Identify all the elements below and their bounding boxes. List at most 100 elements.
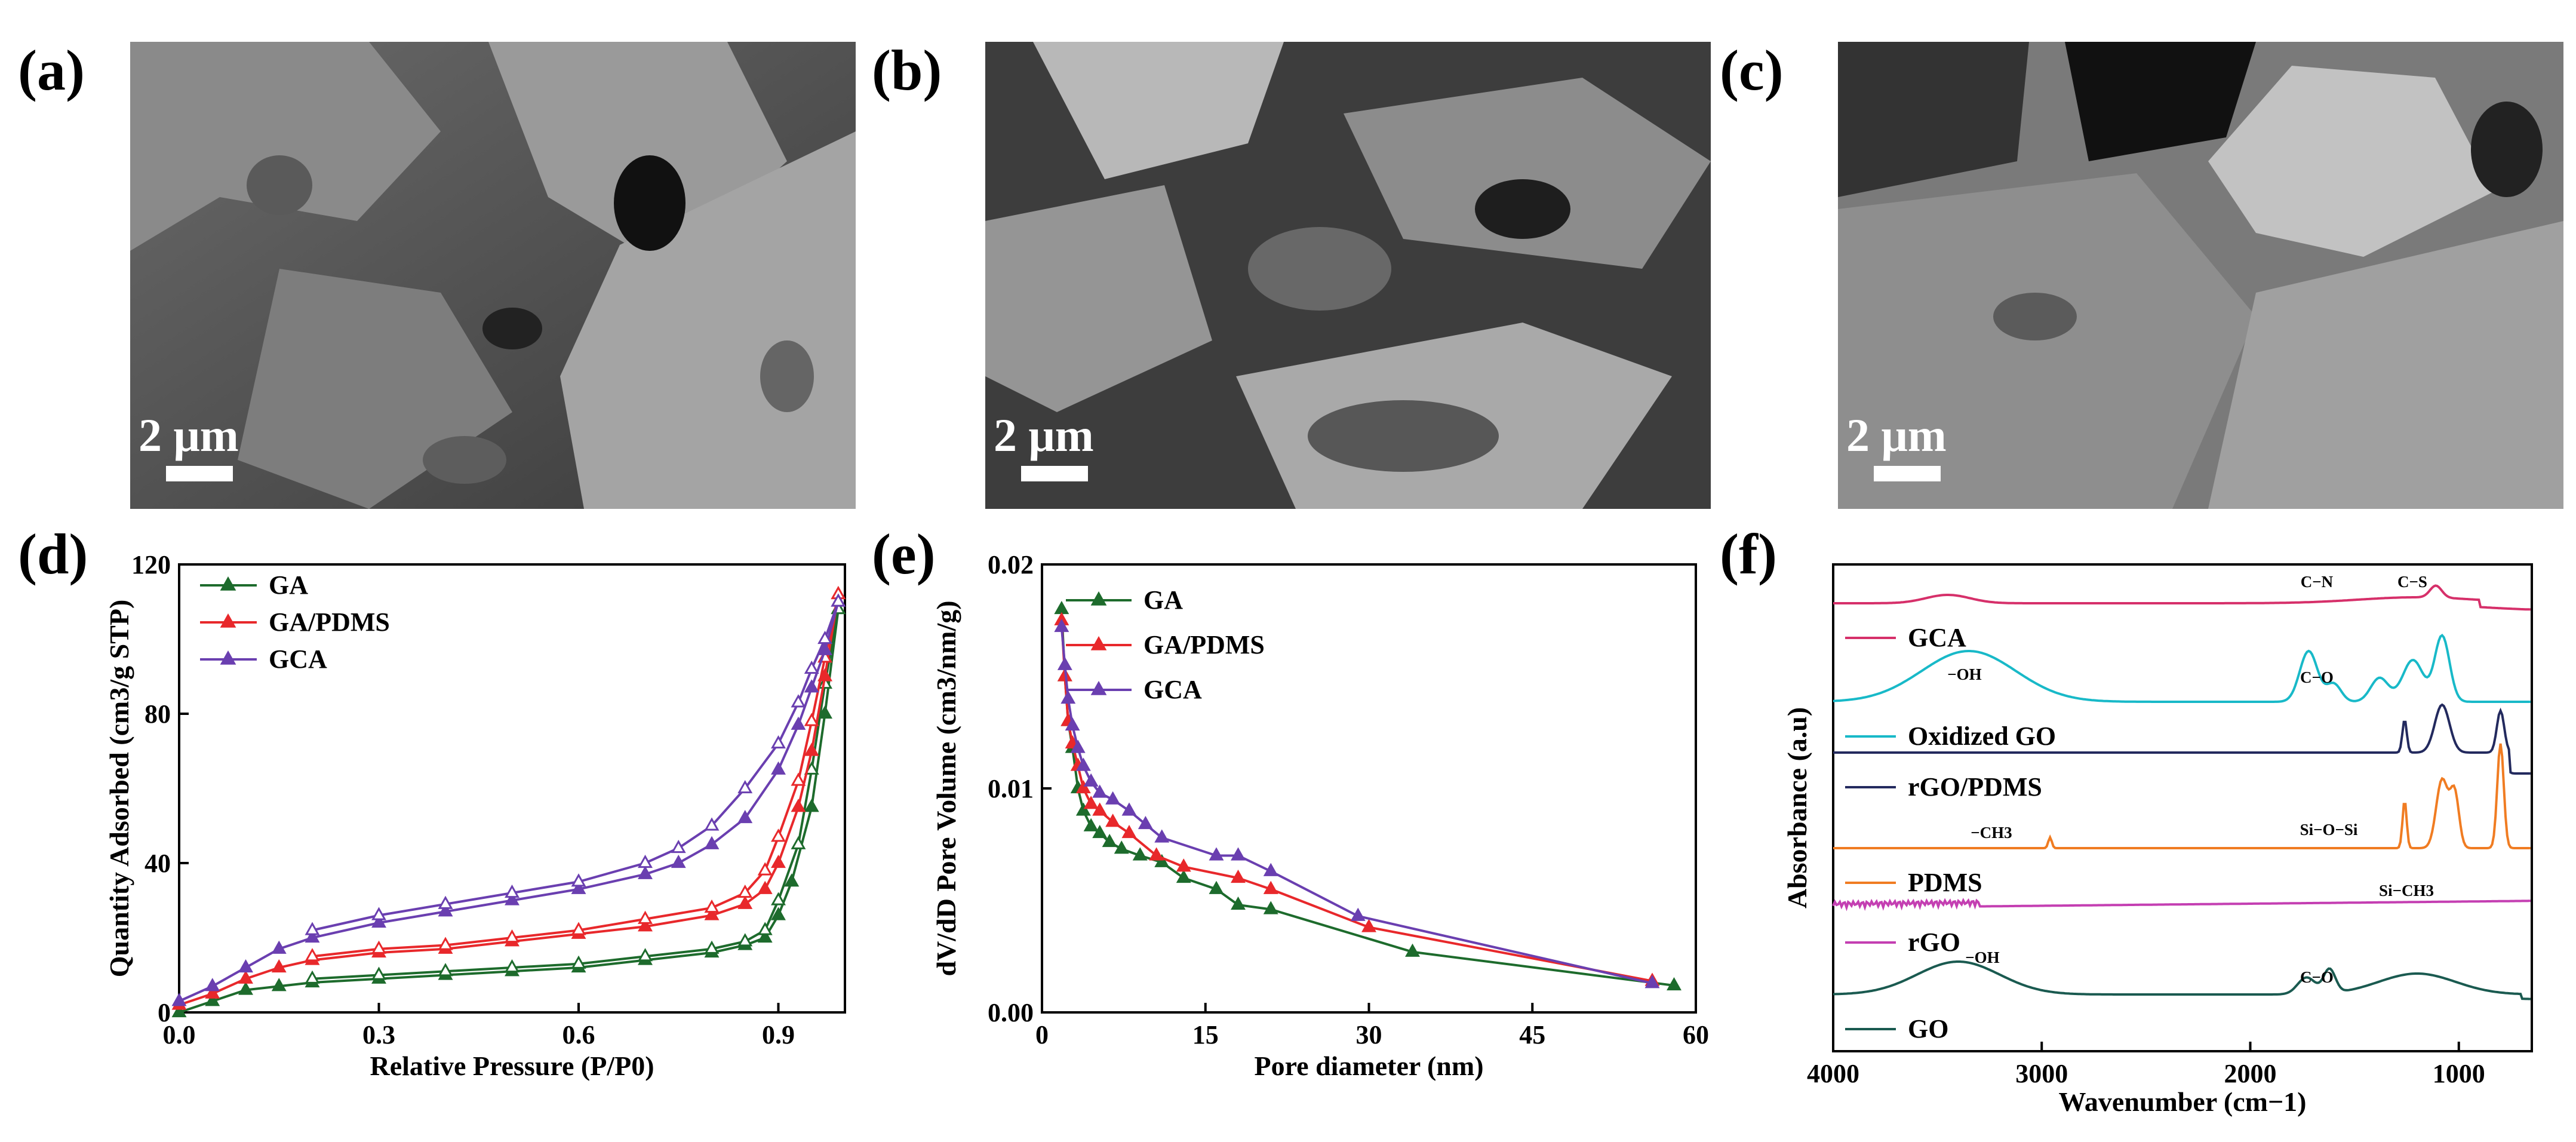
data-point (505, 929, 519, 943)
legend-label: Oxidized GO (1908, 722, 2056, 751)
data-point (371, 940, 386, 954)
data-point (1176, 869, 1191, 883)
data-point (571, 873, 586, 887)
data-point (505, 884, 519, 898)
x-tick-label: 45 (1519, 1020, 1545, 1049)
x-tick-label: 0 (1035, 1020, 1049, 1049)
x-axis-title: Pore diameter (nm) (1254, 1051, 1483, 1081)
legend-label: PDMS (1908, 868, 1982, 897)
data-point (671, 839, 686, 854)
peak-annotation: −CH3 (1971, 824, 2012, 842)
legend-label: GA (269, 570, 308, 600)
data-point (371, 966, 386, 980)
data-point (704, 899, 720, 913)
legend-marker (220, 613, 236, 628)
data-point (638, 854, 653, 868)
data-point (438, 963, 453, 977)
series-line-adsorption (179, 609, 840, 1014)
data-point (571, 880, 586, 894)
data-point (804, 713, 819, 726)
y-tick-label: 40 (145, 849, 171, 878)
data-point (638, 918, 653, 932)
data-point (1154, 829, 1170, 843)
chart-e-group: 0 15 30 45 60 0.00 0.01 0.02 Pore diameter (nm) d… (931, 550, 1709, 1081)
data-point (1083, 796, 1099, 809)
sem-image-a: 2 μm (130, 42, 856, 509)
data-point (271, 978, 287, 991)
chart-f-group: 4000 3000 2000 1000 Wavenumber (cm−1) Absorba… (1782, 563, 2533, 1117)
data-point (1263, 880, 1278, 894)
data-point (817, 641, 833, 655)
data-point (271, 959, 287, 973)
data-point (791, 772, 806, 786)
data-point (831, 593, 846, 607)
series-line-desorption (312, 609, 840, 980)
sem-image-b: 2 μm (985, 42, 1711, 509)
data-point (791, 799, 806, 812)
data-point (1209, 847, 1224, 861)
panel-label-b: (b) (872, 38, 942, 102)
data-point (704, 907, 720, 920)
legend-label: GO (1908, 1014, 1948, 1043)
data-point (791, 716, 806, 730)
data-point (1231, 847, 1246, 861)
data-point (804, 660, 819, 674)
peak-annotation: C−N (2301, 573, 2334, 591)
data-point (1092, 824, 1108, 839)
chart-d-group: 0.0 0.3 0.6 0.9 0 40 80 120 Relative Pressure (P… (104, 550, 846, 1081)
y-axis-title: dV/dD Pore Volume (cm3/nm/g) (931, 600, 961, 976)
sem-texture-b (985, 42, 1711, 509)
sem-texture-c (1838, 42, 2563, 509)
spectrum-line (1833, 703, 2531, 775)
data-point (804, 679, 819, 693)
data-point (671, 854, 686, 868)
legend-label: GA (1143, 585, 1183, 615)
data-point (737, 779, 753, 794)
y-tick-label: 120 (131, 550, 171, 579)
data-point (238, 970, 253, 984)
data-point (638, 910, 653, 924)
data-point (817, 668, 833, 681)
y-tick-label: 0.00 (988, 998, 1034, 1027)
x-tick-label: 3000 (2015, 1059, 2068, 1088)
data-point (1154, 854, 1170, 867)
legend-label: GA/PDMS (1143, 630, 1265, 659)
x-axis-title: Wavenumber (cm−1) (2058, 1086, 2306, 1117)
data-point (571, 922, 586, 935)
chart-f-frame (1832, 563, 2533, 1052)
legend-marker (1090, 591, 1107, 606)
data-point (271, 940, 287, 954)
data-point (305, 948, 320, 962)
peak-annotation: C−S (2397, 573, 2427, 591)
spectrum-line (1833, 633, 2531, 703)
sem-image-c: 2 μm (1838, 42, 2563, 509)
data-point (1075, 802, 1091, 816)
series-line-desorption (312, 601, 840, 932)
data-point (771, 907, 786, 920)
panel-label-c: (c) (1720, 38, 1784, 102)
x-tick-label: 2000 (2224, 1059, 2277, 1088)
data-point (1132, 847, 1148, 861)
scale-bar-b (1021, 466, 1088, 481)
data-point (771, 828, 786, 842)
data-point (1105, 813, 1121, 827)
series-line-desorption (312, 594, 840, 958)
data-point (1092, 802, 1108, 816)
sem-texture-a (130, 42, 856, 509)
data-point (771, 892, 786, 905)
scale-bar-c (1874, 466, 1941, 481)
data-point (1667, 977, 1682, 991)
data-point (1070, 739, 1086, 753)
data-point (757, 922, 773, 935)
legend-marker (220, 576, 236, 591)
data-point (771, 735, 786, 749)
data-point (757, 862, 773, 876)
data-point (438, 937, 453, 950)
data-point (1138, 815, 1153, 830)
data-point (371, 907, 386, 920)
x-tick-label: 1000 (2433, 1059, 2485, 1088)
x-axis-title: Relative Pressure (P/P0) (370, 1051, 654, 1081)
data-point (737, 895, 753, 909)
data-point (1405, 943, 1420, 957)
